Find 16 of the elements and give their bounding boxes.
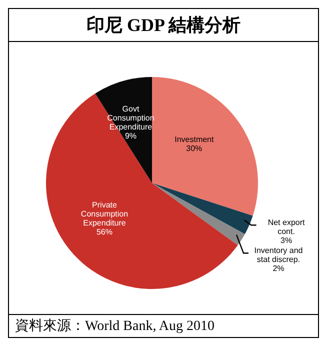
slice-label: Inventory and stat discrep. [254,246,303,264]
pie-slice [152,77,258,216]
data-label: 3% [280,236,292,246]
source-note: 資料來源：World Bank, Aug 2010 [9,314,318,337]
slice-label: Net export cont. [268,218,306,236]
data-label: 56% [96,227,113,236]
slice-label: Investment [174,135,214,144]
data-label: 9% [124,132,137,141]
data-label: 30% [186,144,202,154]
slice-label: Private Consumption Expenditure [80,200,128,228]
pie-slice [152,183,253,234]
chart-title: 印尼 GDP 結構分析 [9,9,318,42]
pie-slice [152,183,245,246]
pie-slice [46,94,238,289]
data-label: 2% [272,264,284,274]
pie-slice [95,77,152,183]
